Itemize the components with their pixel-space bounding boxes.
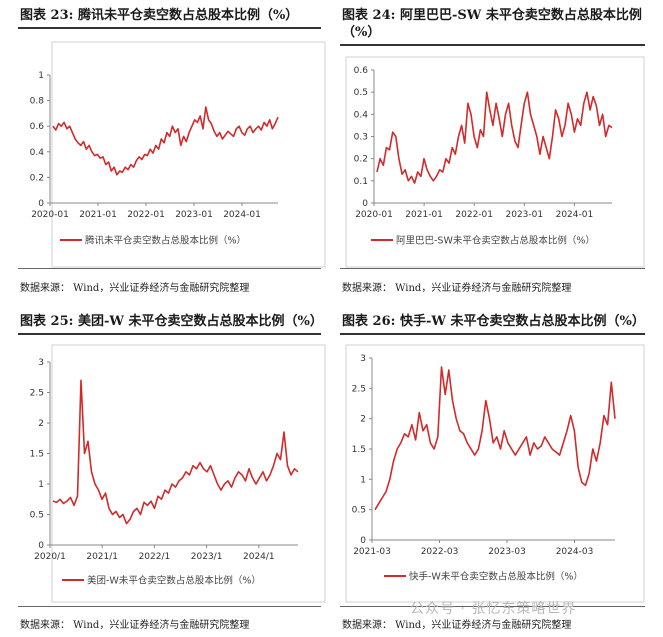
y-tick-label: 0.5 — [354, 88, 368, 98]
y-tick-label: 0.5 — [30, 511, 44, 521]
y-tick-label: 0.2 — [354, 155, 368, 165]
y-tick-label: 0.5 — [352, 506, 366, 516]
source-note: 数据来源： Wind，兴业证券经济与金融研究院整理 — [342, 283, 572, 294]
series-line — [52, 106, 279, 176]
x-tick-label: 2024-03 — [556, 547, 594, 557]
x-tick-label: 2023-01 — [175, 210, 213, 220]
y-tick-label: 1 — [360, 475, 366, 485]
y-tick-label: 1 — [38, 71, 44, 81]
panel-title-meituan: 图表 25: 美团-W 未平仓卖空数占总股本比例（%） — [20, 314, 323, 329]
x-tick-label: 2021-01 — [405, 210, 443, 220]
x-tick-label: 2021-03 — [353, 547, 391, 557]
source-note: 数据来源： Wind，兴业证券经济与金融研究院整理 — [20, 283, 250, 294]
watermark: 公众号 · 张忆东策略世界 — [410, 601, 577, 617]
y-tick-label: 0.2 — [30, 173, 44, 183]
x-tick-label: 2024-01 — [223, 210, 261, 220]
source-note: 数据来源： Wind，兴业证券经济与金融研究院整理 — [342, 620, 572, 631]
y-tick-label: 0.1 — [354, 177, 368, 187]
y-tick-label: 2 — [360, 415, 366, 425]
y-tick-label: 1 — [38, 480, 44, 490]
legend-label: 腾讯未平仓卖空数占总股本比例（%） — [85, 235, 246, 247]
series-line — [376, 91, 613, 184]
chart-frame — [51, 344, 326, 603]
title-rule — [18, 333, 321, 335]
chart-frame — [51, 41, 326, 268]
x-tick-label: 2021/1 — [86, 552, 118, 562]
series-line — [374, 366, 616, 511]
y-tick-label: 0.3 — [354, 133, 368, 143]
legend-label: 阿里巴巴-SW未平仓卖空数占总股本比例（%） — [396, 235, 595, 247]
x-tick-label: 2020/1 — [34, 552, 66, 562]
source-note: 数据来源： Wind，兴业证券经济与金融研究院整理 — [20, 620, 250, 631]
x-tick-label: 2022-01 — [127, 210, 165, 220]
y-tick-label: 0.4 — [354, 110, 369, 120]
source-rule — [18, 268, 321, 269]
x-tick-label: 2021-01 — [79, 210, 117, 220]
y-tick-label: 2.5 — [352, 384, 366, 394]
y-tick-label: 0 — [360, 536, 366, 546]
y-tick-label: 0 — [38, 199, 44, 209]
x-tick-label: 2023-01 — [506, 210, 544, 220]
y-tick-label: 0.8 — [30, 97, 45, 107]
x-tick-label: 2022-03 — [421, 547, 459, 557]
chart-frame — [345, 56, 645, 268]
panel-title-tencent: 图表 23: 腾讯未平仓卖空数占总股本比例（%） — [20, 8, 299, 23]
x-tick-label: 2022/1 — [139, 552, 171, 562]
panel-title-alibaba: 图表 24: 阿里巴巴-SW 未平仓卖空数占总股本比例（%） — [342, 8, 642, 40]
y-tick-label: 0 — [38, 541, 44, 551]
y-tick-label: 2 — [38, 419, 44, 429]
source-rule — [340, 606, 645, 607]
panel-title-kuaishou: 图表 26: 快手-W 未平仓卖空数占总股本比例（%） — [342, 314, 645, 329]
y-tick-label: 1.5 — [30, 450, 44, 460]
x-tick-label: 2023/1 — [191, 552, 223, 562]
y-tick-label: 0 — [362, 199, 368, 209]
chart-frame — [345, 344, 645, 603]
legend-label: 快手-W未平仓卖空数占总股本比例（%） — [409, 571, 583, 583]
series-line — [52, 379, 299, 525]
x-tick-label: 2020-01 — [31, 210, 69, 220]
source-rule — [18, 606, 321, 607]
title-rule — [340, 333, 645, 335]
y-tick-label: 3 — [360, 354, 366, 364]
y-tick-label: 0.4 — [30, 148, 45, 158]
y-tick-label: 0.6 — [354, 66, 369, 76]
title-rule — [340, 44, 645, 46]
source-rule — [340, 268, 645, 269]
x-tick-label: 2024-01 — [556, 210, 594, 220]
x-tick-label: 2020-01 — [355, 210, 393, 220]
y-tick-label: 1.5 — [352, 445, 366, 455]
y-tick-label: 3 — [38, 358, 44, 368]
title-rule — [18, 27, 321, 29]
y-tick-label: 0.6 — [30, 122, 45, 132]
legend-label: 美团-W未平仓卖空数占总股本比例（%） — [87, 575, 261, 587]
y-tick-label: 2.5 — [30, 389, 44, 399]
x-tick-label: 2022-01 — [455, 210, 493, 220]
x-tick-label: 2024/1 — [243, 552, 275, 562]
x-tick-label: 2023-03 — [488, 547, 526, 557]
